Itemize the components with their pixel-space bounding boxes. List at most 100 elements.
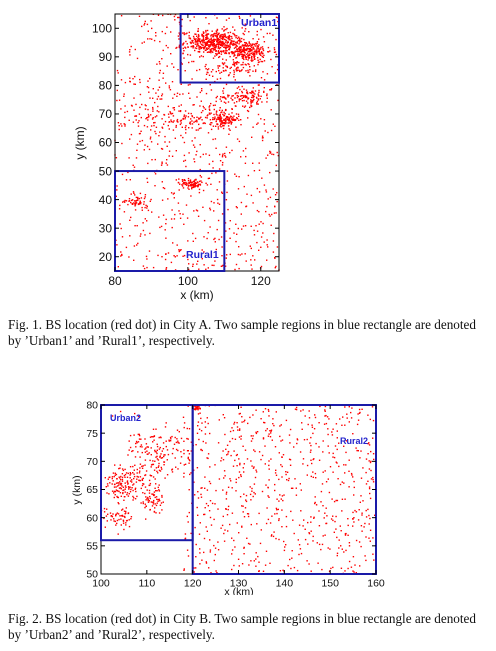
bs-point: [120, 518, 122, 520]
bs-point: [281, 465, 283, 468]
bs-point: [223, 477, 225, 479]
bs-point: [252, 87, 254, 89]
bs-point: [243, 420, 245, 423]
bs-point: [154, 121, 156, 124]
bs-point: [207, 132, 210, 134]
bs-point: [111, 490, 114, 492]
bs-point: [252, 91, 254, 94]
bs-point: [127, 203, 129, 206]
bs-point: [154, 101, 156, 104]
bs-point: [276, 84, 278, 86]
bs-point: [258, 249, 260, 251]
bs-point: [249, 44, 251, 47]
bs-point: [256, 187, 258, 190]
bs-point: [212, 118, 214, 121]
bs-point: [199, 144, 201, 146]
bs-point: [222, 44, 224, 46]
bs-point: [142, 222, 144, 224]
bs-point: [208, 44, 210, 46]
bs-point: [237, 429, 239, 431]
bs-point: [120, 488, 122, 490]
bs-point: [184, 116, 187, 119]
bs-point: [216, 28, 219, 31]
bs-point: [122, 492, 124, 494]
bs-point: [285, 515, 288, 518]
bs-point: [215, 53, 217, 55]
bs-point: [223, 62, 226, 64]
bs-point: [276, 246, 279, 248]
bs-point: [264, 564, 267, 566]
bs-point: [166, 65, 168, 67]
bs-point: [245, 64, 247, 66]
bs-point: [119, 477, 121, 479]
bs-point: [234, 93, 237, 95]
bs-point: [243, 547, 245, 549]
bs-point: [148, 500, 150, 502]
bs-point: [225, 83, 228, 86]
bs-point: [120, 79, 123, 81]
bs-point: [152, 428, 155, 430]
bs-point: [347, 518, 349, 520]
bs-point: [256, 53, 258, 55]
bs-point: [197, 260, 199, 262]
bs-point: [219, 115, 222, 117]
bs-point: [159, 98, 161, 100]
bs-point: [210, 572, 212, 574]
bs-point: [214, 241, 216, 243]
bs-point: [262, 411, 264, 413]
bs-point: [197, 497, 200, 499]
bs-point: [214, 547, 217, 549]
bs-point: [188, 182, 191, 184]
bs-point: [250, 56, 253, 59]
bs-point: [151, 118, 154, 120]
bs-point: [228, 120, 230, 122]
bs-point: [242, 63, 244, 66]
bs-point: [333, 500, 336, 503]
bs-point: [227, 125, 230, 127]
bs-point: [104, 526, 106, 528]
bs-point: [209, 226, 211, 228]
bs-point: [212, 51, 214, 53]
bs-point: [155, 132, 157, 135]
bs-point: [150, 464, 153, 466]
bs-point: [304, 415, 306, 417]
bs-point: [229, 116, 231, 118]
bs-point: [273, 51, 276, 53]
bs-point: [266, 101, 268, 103]
bs-point: [137, 196, 139, 199]
figure-2-xlabel: x (km): [224, 586, 253, 595]
bs-point: [207, 68, 210, 70]
bs-point: [192, 47, 194, 49]
bs-point: [178, 442, 180, 444]
bs-point: [111, 515, 113, 517]
bs-point: [215, 110, 218, 112]
bs-point: [129, 472, 131, 474]
bs-point: [129, 446, 132, 449]
bs-point: [250, 104, 252, 106]
bs-point: [125, 179, 128, 181]
bs-point: [141, 103, 143, 106]
bs-point: [192, 186, 194, 188]
bs-point: [210, 524, 213, 526]
bs-point: [279, 435, 281, 438]
bs-point: [203, 51, 205, 53]
bs-point: [195, 444, 197, 446]
bs-point: [132, 78, 134, 80]
bs-point: [189, 41, 192, 43]
bs-point: [141, 42, 143, 44]
bs-point: [202, 105, 204, 108]
bs-point: [328, 491, 331, 494]
bs-point: [135, 481, 138, 483]
bs-point: [154, 487, 156, 489]
bs-point: [269, 196, 272, 199]
bs-point: [312, 540, 314, 542]
bs-point: [123, 95, 125, 97]
bs-point: [238, 69, 240, 71]
bs-point: [152, 476, 155, 478]
bs-point: [252, 255, 254, 257]
bs-point: [274, 513, 276, 515]
bs-point: [254, 45, 256, 47]
bs-point: [152, 463, 155, 466]
bs-point: [123, 510, 126, 512]
bs-point: [226, 44, 229, 46]
